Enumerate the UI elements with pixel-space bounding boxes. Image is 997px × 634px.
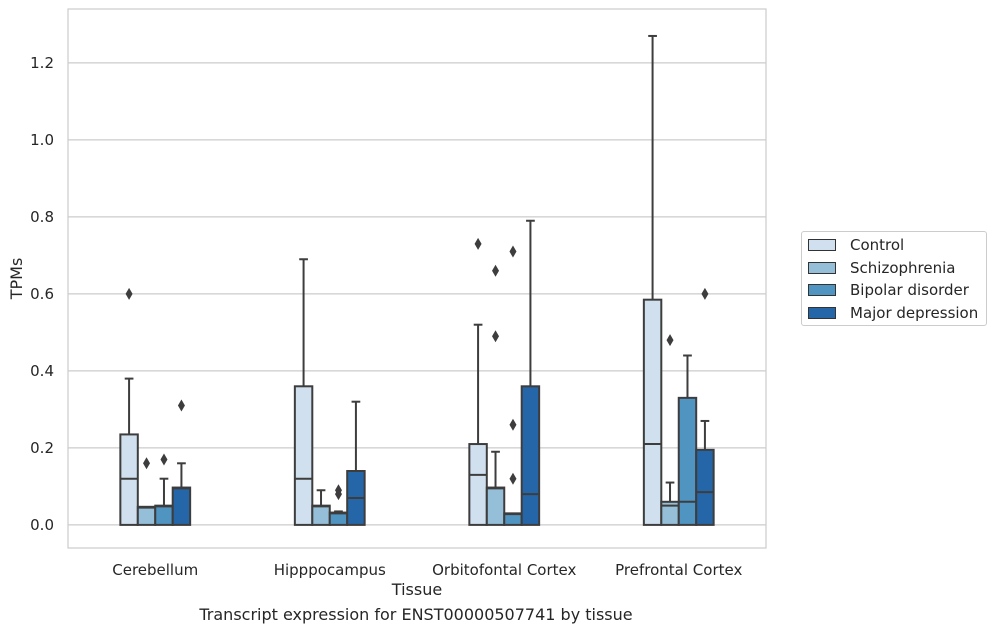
outlier-point <box>509 418 517 431</box>
y-tick-label: 1.0 <box>30 131 54 149</box>
y-tick-label: 0.0 <box>30 516 54 534</box>
box-body <box>485 486 506 526</box>
box-body <box>136 505 157 526</box>
x-tick-label: Prefrontal Cortex <box>615 561 742 579</box>
outlier-point <box>666 334 674 347</box>
y-axis-label: TPMs <box>7 258 26 301</box>
legend-item: Major depression <box>808 303 978 323</box>
x-tick-label: Hipppocampus <box>274 561 386 579</box>
legend-item: Bipolar disorder <box>808 280 969 300</box>
box-3-3 <box>695 287 715 526</box>
box-0-1 <box>136 457 157 526</box>
outlier-point <box>701 287 709 300</box>
legend: Control Schizophrenia Bipolar disorder Majo… <box>801 231 987 326</box>
y-tick-label: 0.4 <box>30 362 54 380</box>
box-body <box>171 486 192 526</box>
x-axis-label: Tissue <box>391 580 442 599</box>
legend-label: Major depression <box>850 303 979 322</box>
box-body <box>695 448 715 526</box>
box-0-2 <box>154 453 174 526</box>
box-2-1 <box>485 264 506 526</box>
outlier-point <box>334 488 342 501</box>
box-2-0 <box>468 237 488 526</box>
box-body <box>642 298 663 526</box>
box-2-2 <box>503 245 523 526</box>
x-tick-label: Cerebellum <box>112 561 198 579</box>
box-1-1 <box>311 489 331 526</box>
outlier-point <box>509 245 517 258</box>
box-body <box>154 504 174 526</box>
grid-lines <box>68 62 766 526</box>
box-3-1 <box>660 334 680 526</box>
outlier-point <box>509 472 517 485</box>
box-marks <box>119 34 715 526</box>
legend-swatch <box>808 239 836 251</box>
box-0-0 <box>119 287 139 526</box>
outlier-point <box>492 330 500 343</box>
box-1-3 <box>346 400 366 526</box>
box-3-2 <box>677 354 698 526</box>
box-body <box>293 385 314 526</box>
outlier-point <box>143 457 151 470</box>
legend-label: Schizophrenia <box>850 258 956 277</box>
box-0-3 <box>171 399 192 526</box>
box-1-0 <box>293 258 314 526</box>
chart-caption: Transcript expression for ENST0000050774… <box>199 605 633 624</box>
box-2-3 <box>520 219 541 526</box>
plot-frame <box>67 8 767 549</box>
box-body <box>677 396 698 526</box>
y-tick-label: 1.2 <box>30 54 54 72</box>
y-tick-label: 0.6 <box>30 285 54 303</box>
legend-item: Schizophrenia <box>808 258 955 278</box>
legend-label: Control <box>850 236 905 254</box>
y-tick-label: 0.2 <box>30 439 54 457</box>
y-tick-labels: 0.0 0.2 0.4 0.6 0.8 1.0 1.2 <box>30 54 54 534</box>
y-tick-label: 0.8 <box>30 208 54 226</box>
box-body <box>328 511 349 526</box>
box-1-2 <box>328 484 349 526</box>
outlier-point <box>177 399 185 412</box>
box-body <box>468 443 488 526</box>
box-body <box>520 385 541 526</box>
box-3-0 <box>642 34 663 526</box>
outlier-point <box>474 237 482 250</box>
x-tick-label: Orbitofontal Cortex <box>432 561 576 579</box>
legend-label: Bipolar disorder <box>850 281 969 299</box>
box-body <box>311 504 331 526</box>
legend-item: Control <box>808 235 904 255</box>
outlier-point <box>492 264 500 277</box>
legend-swatch <box>808 306 836 319</box>
legend-swatch <box>808 284 836 296</box>
outlier-point <box>125 287 133 300</box>
x-tick-labels: Cerebellum Hipppocampus Orbitofontal Corte… <box>112 561 742 579</box>
legend-swatch <box>808 261 836 274</box>
outlier-point <box>160 453 168 466</box>
